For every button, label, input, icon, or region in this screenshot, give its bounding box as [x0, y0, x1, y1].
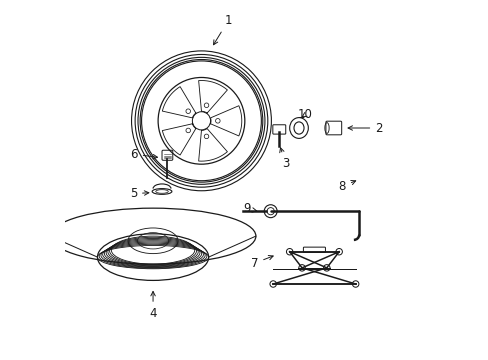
Text: 7: 7	[250, 256, 273, 270]
Text: 8: 8	[338, 180, 355, 193]
Text: 10: 10	[297, 108, 312, 121]
Text: 2: 2	[347, 122, 382, 135]
Text: 3: 3	[279, 148, 289, 170]
Text: 1: 1	[213, 14, 232, 45]
Text: 4: 4	[149, 292, 157, 320]
Text: 5: 5	[129, 187, 148, 200]
Text: 9: 9	[243, 202, 256, 215]
Text: 6: 6	[130, 148, 157, 161]
